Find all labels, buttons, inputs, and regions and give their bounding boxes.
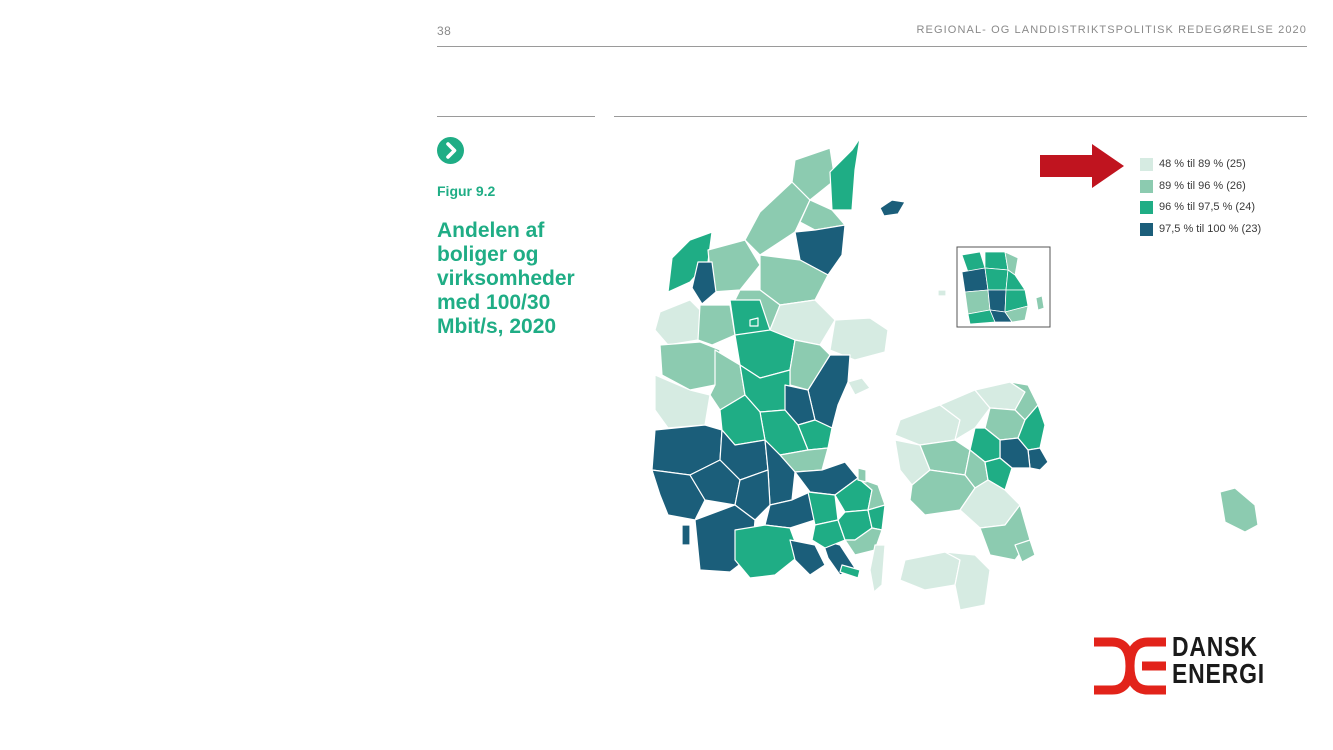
figure-label: Figur 9.2 (437, 183, 496, 199)
island-mols (847, 377, 871, 396)
denmark-map (651, 137, 1259, 611)
region-svendborg (844, 527, 883, 556)
region-kolding (734, 469, 771, 521)
figure-rule (614, 116, 1307, 117)
island-langeland (869, 544, 886, 593)
dansk-energi-logo-icon (1094, 637, 1166, 695)
region-assens (811, 519, 846, 549)
legend-swatch (1140, 157, 1153, 171)
island-fur (749, 317, 759, 327)
region-sonderborg (789, 539, 826, 576)
region-guldborgsund (944, 551, 991, 611)
header-rule (437, 46, 1307, 47)
brand-line-1: DANSK (1172, 631, 1258, 662)
island-anholt (937, 289, 947, 297)
region-himmerland-w (691, 261, 717, 305)
legend-swatch (1140, 200, 1153, 214)
legend-item: 96 % til 97,5 % (24) (1140, 200, 1255, 214)
region-struer (697, 304, 736, 346)
region-stevns (1014, 539, 1036, 563)
legend-label: 96 % til 97,5 % (24) (1159, 201, 1255, 213)
island-romo (681, 524, 691, 546)
legend-swatch (1140, 222, 1153, 236)
legend-swatch (1140, 179, 1153, 193)
island-laeso (879, 199, 906, 217)
brand-line-2: ENERGI (1172, 658, 1265, 689)
island-samso (857, 467, 867, 483)
running-title: REGIONAL- OG LANDDISTRIKTSPOLITISK REDEG… (916, 24, 1307, 36)
island-aero (839, 564, 861, 579)
legend-item: 48 % til 89 % (25) (1140, 157, 1246, 171)
region-norddjurs (829, 317, 889, 361)
region-vendsyssel-mid (791, 147, 836, 201)
region-lolland (899, 551, 961, 591)
region-lemvig (654, 299, 703, 346)
region-skagen (829, 137, 861, 211)
callout-arrow (1040, 144, 1124, 188)
brand-name: DANSK ENERGI (1172, 631, 1285, 689)
island-bornholm (1219, 487, 1259, 533)
chevron-right-icon (437, 137, 464, 164)
sidebar-rule (437, 116, 595, 117)
legend-label: 89 % til 96 % (26) (1159, 180, 1246, 192)
legend-item: 89 % til 96 % (26) (1140, 179, 1246, 193)
region-aabenraa (734, 524, 801, 579)
legend-label: 48 % til 89 % (25) (1159, 158, 1246, 170)
legend-item: 97,5 % til 100 % (23) (1140, 222, 1261, 236)
legend-label: 97,5 % til 100 % (23) (1159, 223, 1262, 235)
figure-title: Andelen af boliger og virksomheder med 1… (437, 219, 575, 338)
page-number: 38 (437, 24, 452, 38)
region-kbh (1027, 447, 1049, 471)
